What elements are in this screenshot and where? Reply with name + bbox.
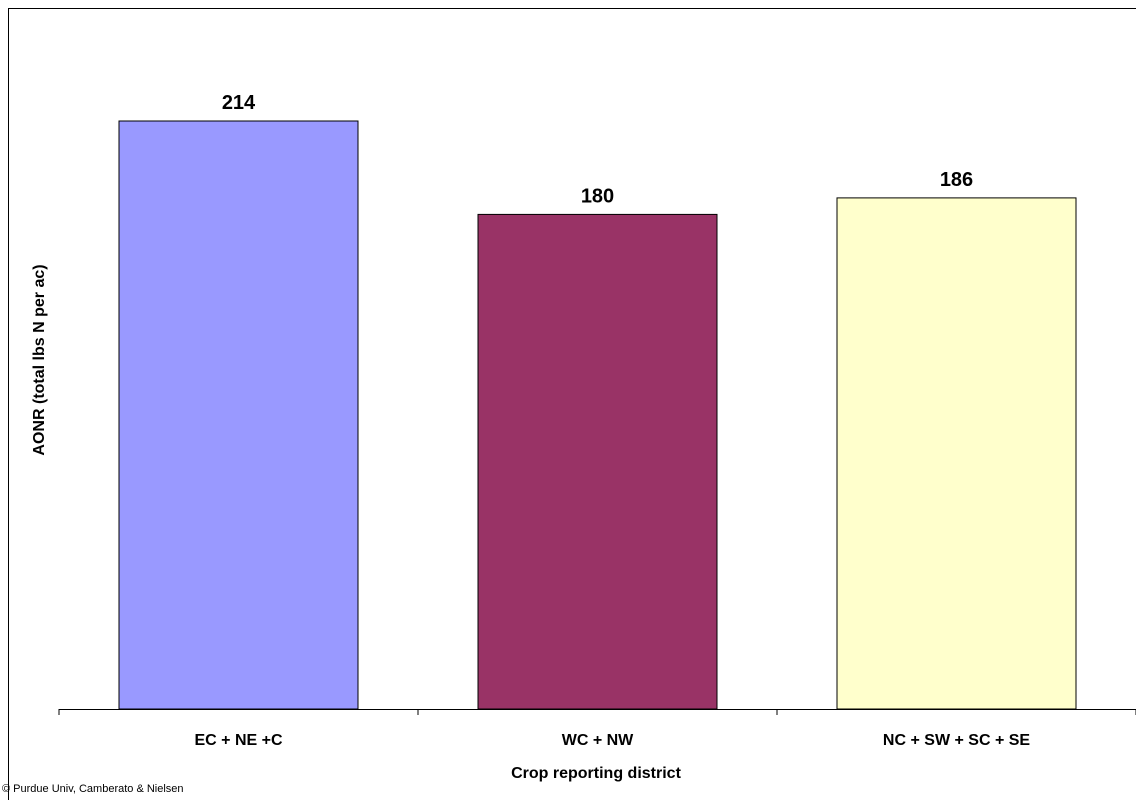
data-labels-layer: 214 180 186 (222, 92, 973, 207)
category-label: EC + NE +C (194, 732, 282, 749)
data-label: 186 (940, 169, 973, 191)
category-label: NC + SW + SC + SE (883, 732, 1030, 749)
y-axis-title: AONR (total lbs N per ac) (31, 264, 48, 455)
bar (118, 120, 359, 710)
x-ticks-layer (58, 709, 1136, 715)
copyright-note: © Purdue Univ, Camberato & Nielsen (2, 783, 184, 795)
bar (477, 213, 718, 710)
bars-layer (118, 120, 1077, 710)
bar (836, 197, 1077, 710)
data-label: 180 (581, 185, 614, 207)
category-labels-layer: EC + NE +C WC + NW NC + SW + SC + SE (194, 732, 1030, 749)
data-label: 214 (222, 92, 256, 114)
x-axis-title: Crop reporting district (511, 765, 681, 782)
category-label: WC + NW (562, 732, 634, 749)
